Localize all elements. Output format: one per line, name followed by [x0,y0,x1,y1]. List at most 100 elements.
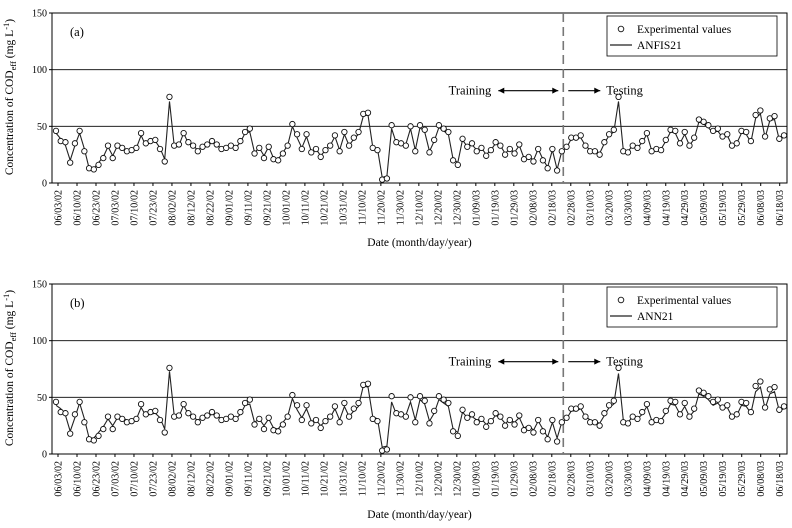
x-tick-label: 06/18/03 [775,190,786,226]
experimental-point [624,149,632,156]
experimental-point [487,146,495,154]
experimental-point [700,118,707,125]
experimental-point [416,122,424,129]
x-tick-label: 10/21/02 [319,461,330,497]
experimental-point [591,148,599,155]
training-arrowhead-right [552,87,559,94]
experimental-point [497,413,504,420]
x-axis-title: Date (month/day/year) [367,237,472,249]
x-tick-label: 07/03/02 [110,190,121,226]
experimental-point [563,414,570,421]
experimental-point [341,128,348,136]
experimental-point [643,129,651,137]
x-tick-label: 08/02/02 [167,461,178,497]
x-tick-label: 08/12/02 [186,461,197,497]
experimental-point [639,137,646,145]
experimental-point [577,403,584,410]
experimental-point [52,127,60,135]
experimental-point [549,416,556,424]
experimental-point [780,403,788,410]
experimental-point [256,144,263,152]
experimental-point [591,419,599,426]
experimental-point [530,158,537,165]
experimental-point [440,396,447,403]
experimental-point [468,411,476,418]
experimental-point [605,131,613,138]
experimental-point [733,140,740,147]
x-tick-label: 02/18/03 [547,190,558,226]
experimental-point [492,139,499,146]
experimental-point [189,413,197,420]
experimental-point [317,153,324,161]
experimental-point [402,142,409,149]
experimental-point [317,424,324,432]
experimental-point [506,416,513,424]
experimental-point [487,417,495,425]
experimental-point [553,167,561,174]
experimental-point [355,128,362,136]
experimental-point [724,402,731,409]
experimental-point [133,144,140,152]
experimental-point [705,393,712,400]
experimental-point [152,136,159,144]
experimental-point [454,161,461,169]
x-tick-label: 03/10/03 [585,461,596,497]
training-label: Training [449,84,492,98]
y-axis-title-superscript: -1 [1,294,11,301]
experimental-point [558,419,565,426]
experimental-point [601,410,608,417]
y-axis-title: Concentration of CODeff (mg L-1) [1,19,18,175]
experimental-point [657,417,665,425]
experimental-point [289,120,296,128]
experimental-point [700,389,707,396]
experimental-point [549,145,556,153]
experimental-point [535,416,542,424]
experimental-point [757,107,764,114]
experimental-point [747,408,755,416]
experimental-point [459,135,466,142]
experimental-point [246,396,253,403]
experimental-point [137,400,145,408]
experimental-point [525,153,532,161]
experimental-point [468,140,476,147]
experimental-point [246,125,253,132]
experimental-point [407,394,414,401]
plot-frame [51,283,788,455]
experimental-point [596,151,603,158]
experimental-point [260,425,268,433]
experimental-point [260,154,268,162]
x-tick-label: 04/09/03 [642,461,653,497]
experimental-point [643,400,651,408]
experimental-point [412,148,419,155]
experimental-point [237,408,244,416]
y-tick-label: 50 [37,393,47,404]
experimental-point [743,399,750,407]
x-tick-label: 02/08/03 [528,461,539,497]
experimental-point [185,139,192,146]
experimental-point [71,140,79,147]
experimental-point [52,398,60,406]
x-tick-label: 04/19/03 [661,461,672,497]
experimental-point [208,137,216,145]
y-tick-label: 100 [32,65,47,76]
experimental-point [483,423,490,430]
experimental-point [780,132,788,139]
experimental-point [459,406,466,413]
experimental-point [279,150,287,157]
experimental-point [327,413,334,420]
experimental-point [232,144,239,152]
testing-arrowhead [594,87,601,94]
experimental-point [435,393,443,400]
x-tick-label: 06/23/02 [91,190,102,226]
experimental-point [194,419,201,426]
experimental-point [582,413,589,420]
experimental-point [501,151,509,158]
x-tick-label: 11/10/02 [357,190,368,225]
experimental-point [691,134,698,141]
x-tick-label: 06/03/02 [54,190,65,226]
x-tick-label: 01/29/03 [509,190,520,226]
experimental-point [624,420,632,427]
experimental-point [298,145,305,153]
experimental-point [516,141,523,148]
